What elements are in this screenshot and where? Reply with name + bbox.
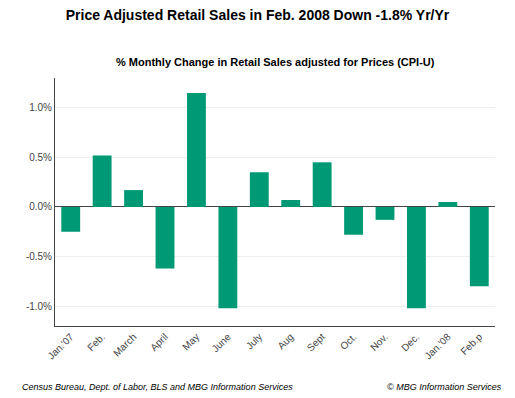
svg-text:0.0%: 0.0%	[29, 201, 52, 212]
svg-text:Feb.p: Feb.p	[458, 331, 484, 357]
svg-text:March: March	[111, 331, 138, 358]
svg-text:1.0%: 1.0%	[29, 102, 52, 113]
svg-text:July: July	[244, 331, 264, 351]
svg-text:May: May	[180, 331, 201, 352]
svg-text:Nov.: Nov.	[368, 331, 390, 353]
svg-text:Feb.: Feb.	[85, 331, 107, 353]
svg-text:Dec.: Dec.	[399, 331, 421, 353]
svg-text:Oct.: Oct.	[338, 331, 359, 352]
svg-text:-1.0%: -1.0%	[26, 301, 52, 312]
svg-text:% Monthly Change in Retail Sal: % Monthly Change in Retail Sales adjuste…	[116, 56, 435, 68]
svg-text:Census Bureau, Dept. of Labor,: Census Bureau, Dept. of Labor, BLS and M…	[22, 382, 293, 392]
svg-text:Aug: Aug	[275, 331, 295, 351]
svg-text:Jan.'08: Jan.'08	[422, 331, 453, 362]
svg-text:© MBG Information Services: © MBG Information Services	[387, 382, 502, 392]
svg-text:0.5%: 0.5%	[29, 152, 52, 163]
svg-text:June: June	[210, 331, 233, 354]
svg-text:-0.5%: -0.5%	[26, 251, 52, 262]
svg-text:April: April	[148, 331, 170, 353]
svg-text:Jan.'07: Jan.'07	[45, 331, 76, 362]
svg-text:Sept: Sept	[305, 331, 327, 353]
svg-text:Price Adjusted Retail Sales in: Price Adjusted Retail Sales in Feb. 2008…	[66, 7, 450, 23]
